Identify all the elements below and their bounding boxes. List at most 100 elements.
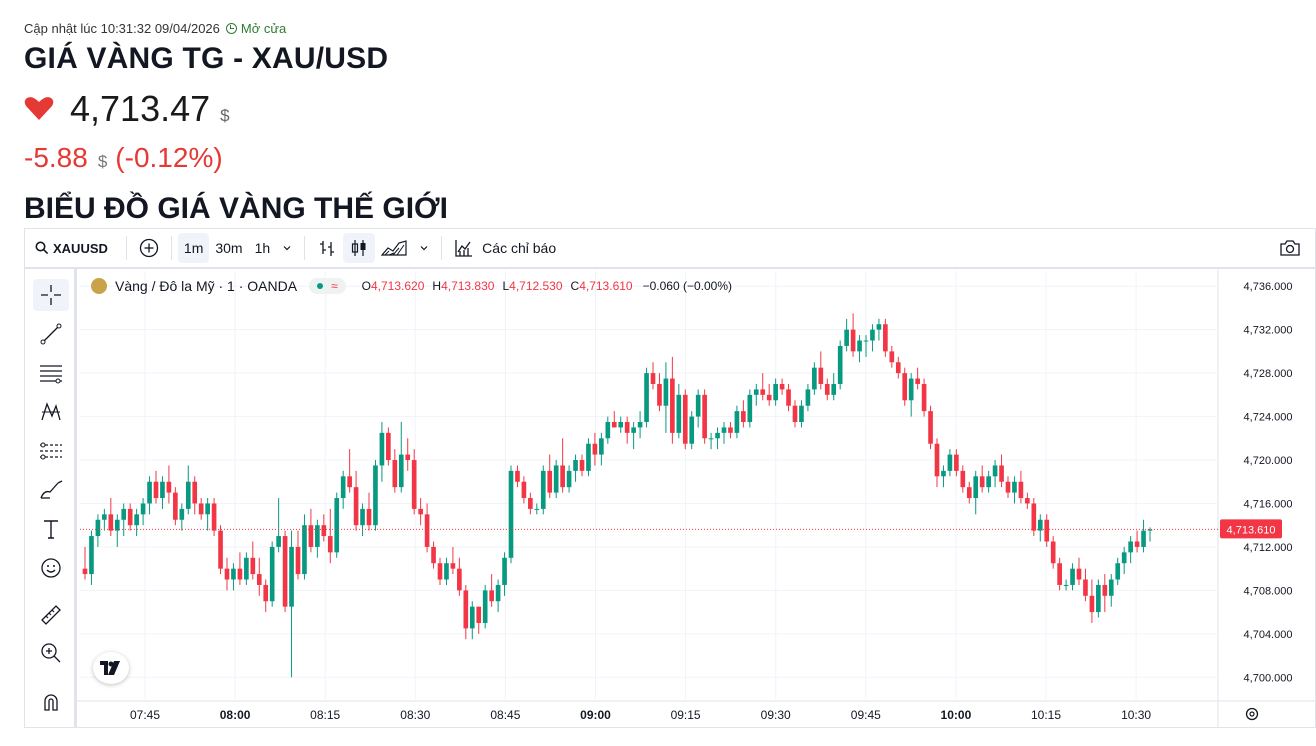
candle-body — [508, 470, 514, 558]
fib-tool[interactable] — [33, 357, 69, 389]
candle-body — [450, 563, 456, 569]
candle-body — [986, 476, 991, 488]
candle-body — [934, 443, 940, 477]
candle-body — [941, 470, 946, 477]
candle-body — [315, 525, 320, 547]
chart-grid — [77, 269, 1315, 727]
x-tick-label: 08:00 — [220, 708, 251, 722]
candles-icon — [352, 240, 366, 256]
candle-body — [702, 394, 707, 439]
compare-button[interactable] — [133, 233, 165, 263]
interval-dropdown[interactable] — [276, 233, 298, 263]
ruler-icon — [41, 605, 61, 625]
current-price: 4,713.47 — [70, 88, 211, 129]
candle-body — [611, 421, 617, 428]
indicators-button[interactable]: Các chỉ báo — [448, 233, 562, 263]
candle — [902, 367, 908, 406]
candle-body — [418, 508, 423, 515]
candle-body — [708, 438, 714, 440]
emoji-tool[interactable] — [33, 552, 69, 584]
candle — [812, 362, 817, 395]
instrument-label: Vàng / Đô la Mỹ · 1 · OANDA — [115, 278, 298, 294]
candle — [502, 552, 507, 596]
candle — [1089, 579, 1095, 623]
interval-1m-button[interactable]: 1m — [177, 233, 210, 263]
area-style-button[interactable] — [375, 233, 413, 263]
candle-body — [327, 536, 333, 553]
y-tick-label: 4,720.000 — [1244, 455, 1293, 467]
prediction-icon — [40, 442, 62, 460]
candle-body — [140, 503, 146, 515]
candle — [327, 508, 333, 564]
candle — [734, 405, 740, 439]
candle — [1018, 470, 1024, 504]
candle — [411, 449, 417, 515]
candle — [753, 383, 759, 406]
candle-body — [302, 525, 307, 575]
candle-body — [1141, 530, 1146, 547]
snapshot-button[interactable] — [1273, 233, 1307, 263]
ohlc-high-value: 4,713.830 — [441, 279, 495, 293]
candle-body — [108, 514, 114, 531]
candle — [695, 389, 701, 428]
candle-body — [431, 546, 436, 564]
candle — [663, 362, 669, 433]
candle — [670, 356, 675, 444]
symbol-search-button[interactable]: XAUUSD — [29, 233, 114, 263]
candle-body — [392, 460, 398, 488]
tradingview-logo[interactable] — [93, 652, 129, 684]
brush-tool[interactable] — [33, 474, 69, 506]
candle — [921, 378, 927, 417]
candle-body — [82, 568, 88, 575]
crosshair-tool[interactable] — [33, 279, 69, 311]
candle — [579, 454, 585, 477]
chevron-down-icon — [283, 246, 291, 251]
candle-body — [870, 329, 875, 341]
prediction-tool[interactable] — [33, 435, 69, 467]
zoom-tool[interactable] — [33, 637, 69, 669]
candles-style-button[interactable] — [343, 233, 376, 263]
candle — [889, 345, 895, 368]
candle — [321, 514, 327, 542]
add-circle-icon — [139, 238, 159, 258]
candle-body — [682, 394, 688, 444]
candle — [966, 481, 972, 504]
candle-body — [308, 525, 314, 547]
wave-icon: ≈ — [331, 279, 338, 293]
candle-body — [173, 492, 178, 520]
market-status-pill[interactable]: ≈ — [309, 278, 346, 294]
candle — [282, 530, 288, 613]
candle — [1057, 557, 1062, 591]
ruler-tool[interactable] — [33, 599, 69, 631]
candle-body — [715, 432, 720, 439]
candle — [1102, 574, 1108, 613]
magnet-tool[interactable] — [33, 686, 69, 718]
candle-body — [844, 329, 849, 346]
candle — [521, 476, 527, 504]
candle-body — [1108, 579, 1114, 596]
interval-30m-button[interactable]: 30m — [209, 233, 248, 263]
candle — [986, 470, 991, 493]
candle — [250, 541, 256, 580]
pattern-tool[interactable] — [33, 396, 69, 428]
candle — [1070, 563, 1075, 591]
candle — [837, 340, 843, 390]
chart-style-dropdown[interactable] — [413, 233, 435, 263]
interval-1h-button[interactable]: 1h — [249, 233, 277, 263]
candle — [237, 552, 243, 585]
x-tick-label: 07:45 — [130, 708, 160, 722]
text-tool[interactable] — [33, 513, 69, 545]
candle — [508, 465, 514, 564]
trend-line-tool[interactable] — [33, 318, 69, 350]
ohlc-change: −0.060 (−0.00%) — [642, 279, 732, 293]
candle-body — [1050, 541, 1056, 564]
candle-body — [121, 508, 127, 520]
price-chart[interactable]: 4,736.000 4,732.000 4,728.000 4,724.000 4,72… — [25, 229, 1315, 727]
candle-body — [1128, 541, 1133, 553]
bar-style-button[interactable] — [311, 233, 343, 263]
candle-body — [1070, 568, 1075, 585]
candle-body — [127, 508, 133, 526]
candle — [766, 383, 772, 406]
candle — [831, 373, 837, 401]
ohlc-low: L4,712.530 — [502, 279, 562, 293]
